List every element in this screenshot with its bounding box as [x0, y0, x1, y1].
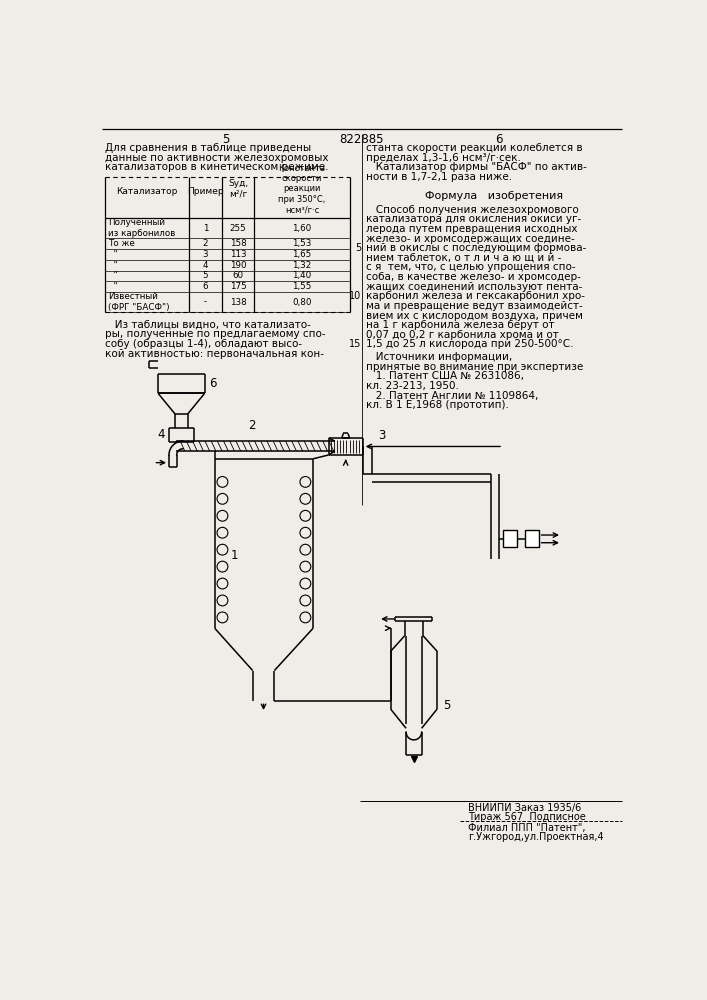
- Text: ма и превращение ведут взаимодейст-: ма и превращение ведут взаимодейст-: [366, 301, 583, 311]
- Text: ": ": [107, 282, 117, 291]
- Text: 3: 3: [378, 429, 386, 442]
- Text: железо- и хромсодержащих соедине-: железо- и хромсодержащих соедине-: [366, 234, 575, 244]
- Text: ": ": [107, 250, 117, 259]
- Text: -: -: [204, 298, 207, 307]
- Text: 113: 113: [230, 250, 246, 259]
- Text: карбонил железа и гексакарбонил хро-: карбонил железа и гексакарбонил хро-: [366, 291, 585, 301]
- Text: принятые во внимание при экспертизе: принятые во внимание при экспертизе: [366, 362, 583, 372]
- Text: Полученный
из карбонилов: Полученный из карбонилов: [107, 218, 175, 238]
- Text: Пример: Пример: [187, 187, 223, 196]
- Text: 3: 3: [203, 250, 209, 259]
- Text: То же: То же: [107, 239, 134, 248]
- Text: пределах 1,3-1,6 нсм³/г·сек.: пределах 1,3-1,6 нсм³/г·сек.: [366, 153, 520, 163]
- Text: катализаторов в кинетическом режиме.: катализаторов в кинетическом режиме.: [105, 162, 329, 172]
- Text: 1,53: 1,53: [292, 239, 312, 248]
- Text: соба, в качестве железо- и хромсодер-: соба, в качестве железо- и хромсодер-: [366, 272, 580, 282]
- Text: 1,65: 1,65: [292, 250, 312, 259]
- Text: 138: 138: [230, 298, 246, 307]
- Text: нием таблеток, о т л и ч а ю щ и й -: нием таблеток, о т л и ч а ю щ и й -: [366, 253, 561, 263]
- Text: 5: 5: [355, 243, 361, 253]
- Text: катализатора для окисления окиси уг-: катализатора для окисления окиси уг-: [366, 214, 581, 224]
- Text: 0,80: 0,80: [292, 298, 312, 307]
- Text: 4: 4: [158, 428, 165, 441]
- Text: Катализатор фирмы "БАСФ" по актив-: Катализатор фирмы "БАСФ" по актив-: [366, 162, 587, 172]
- Text: 2: 2: [248, 419, 256, 432]
- Text: кл. 23-213, 1950.: кл. 23-213, 1950.: [366, 381, 459, 391]
- Text: 5: 5: [222, 133, 229, 146]
- Text: 0,07 до 0,2 г карбонила хрома и от: 0,07 до 0,2 г карбонила хрома и от: [366, 330, 559, 340]
- Text: 175: 175: [230, 282, 246, 291]
- Text: 2: 2: [203, 239, 208, 248]
- Bar: [503, 530, 517, 547]
- Bar: [525, 530, 539, 547]
- Text: Из таблицы видно, что катализато-: Из таблицы видно, что катализато-: [105, 320, 311, 330]
- Text: 4: 4: [203, 261, 208, 270]
- Text: 6: 6: [496, 133, 503, 146]
- Text: 5: 5: [203, 271, 209, 280]
- Text: с я  тем, что, с целью упрощения спо-: с я тем, что, с целью упрощения спо-: [366, 262, 575, 272]
- Text: 6: 6: [203, 282, 208, 291]
- Text: 822885: 822885: [339, 133, 384, 146]
- Text: 5: 5: [443, 699, 450, 712]
- Text: вием их с кислородом воздуха, причем: вием их с кислородом воздуха, причем: [366, 311, 583, 321]
- Text: кой активностью: первоначальная кон-: кой активностью: первоначальная кон-: [105, 349, 325, 359]
- Text: ": ": [107, 271, 117, 280]
- Text: станта скорости реакции колеблется в: станта скорости реакции колеблется в: [366, 143, 583, 153]
- Text: Sуд,
м²/г: Sуд, м²/г: [228, 179, 248, 199]
- Text: на 1 г карбонила железа берут от: на 1 г карбонила железа берут от: [366, 320, 554, 330]
- Text: 1,5 до 25 л кислорода при 250-500°С.: 1,5 до 25 л кислорода при 250-500°С.: [366, 339, 573, 349]
- Text: 1,40: 1,40: [292, 271, 312, 280]
- Text: Катализатор: Катализатор: [117, 187, 178, 196]
- Text: кл. В 1 Е,1968 (прототип).: кл. В 1 Е,1968 (прототип).: [366, 400, 509, 410]
- Text: 1,55: 1,55: [292, 282, 312, 291]
- Text: Тираж 567  Подписное: Тираж 567 Подписное: [468, 812, 586, 822]
- Text: Для сравнения в таблице приведены: Для сравнения в таблице приведены: [105, 143, 312, 153]
- Text: жащих соединений используют пента-: жащих соединений используют пента-: [366, 282, 582, 292]
- Text: Константа
скорости
реакции
при 350°С,
нсм³/г·с: Константа скорости реакции при 350°С, нс…: [278, 164, 326, 214]
- Text: 2. Патент Англии № 1109864,: 2. Патент Англии № 1109864,: [366, 391, 538, 401]
- Text: ": ": [107, 261, 117, 270]
- Text: ний в окислы с последующим формова-: ний в окислы с последующим формова-: [366, 243, 586, 253]
- Text: Известный
(ФРГ "БАСФ"): Известный (ФРГ "БАСФ"): [107, 292, 170, 312]
- Text: собу (образцы 1-4), обладают высо-: собу (образцы 1-4), обладают высо-: [105, 339, 303, 349]
- Text: г.Ужгород,ул.Проектная,4: г.Ужгород,ул.Проектная,4: [468, 832, 604, 842]
- Text: 1,32: 1,32: [292, 261, 312, 270]
- Text: 158: 158: [230, 239, 246, 248]
- Text: данные по активности железохромовых: данные по активности железохромовых: [105, 153, 329, 163]
- Text: ры, полученные по предлагаемому спо-: ры, полученные по предлагаемому спо-: [105, 329, 326, 339]
- Text: 1: 1: [230, 549, 238, 562]
- Text: Формула   изобретения: Формула изобретения: [425, 191, 563, 201]
- Text: 190: 190: [230, 261, 246, 270]
- Text: 6: 6: [209, 377, 217, 390]
- Text: 1: 1: [203, 224, 208, 233]
- Text: ВНИИПИ Заказ 1935/6: ВНИИПИ Заказ 1935/6: [468, 803, 581, 813]
- Text: 1,60: 1,60: [292, 224, 312, 233]
- Text: ности в 1,7-2,1 раза ниже.: ности в 1,7-2,1 раза ниже.: [366, 172, 512, 182]
- Text: 60: 60: [233, 271, 243, 280]
- Text: Источники информации,: Источники информации,: [366, 352, 512, 362]
- Text: 255: 255: [230, 224, 246, 233]
- Text: Способ получения железохромового: Способ получения железохромового: [366, 205, 578, 215]
- Text: лерода путем превращения исходных: лерода путем превращения исходных: [366, 224, 578, 234]
- Text: 10: 10: [349, 291, 361, 301]
- Text: 15: 15: [349, 339, 361, 349]
- Text: 1. Патент США № 2631086,: 1. Патент США № 2631086,: [366, 371, 524, 381]
- Text: Филиал ППП "Патент",: Филиал ППП "Патент",: [468, 823, 585, 833]
